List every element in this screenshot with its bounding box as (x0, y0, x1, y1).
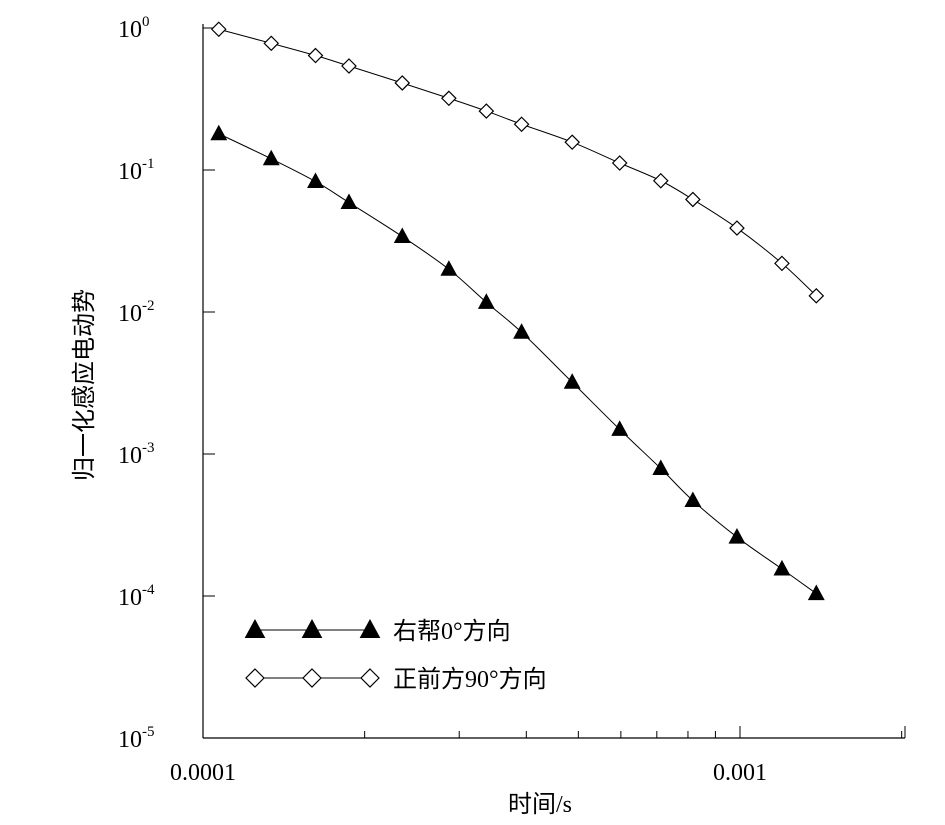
y-tick-label-exp: -4 (142, 582, 155, 598)
y-tick-label-exp: -1 (142, 156, 155, 172)
diamond-marker (341, 58, 357, 74)
diamond-marker (729, 220, 745, 236)
y-tick-label: 10-1 (118, 156, 155, 185)
y-tick-label-exp: -5 (142, 724, 155, 740)
series-2 (210, 21, 825, 304)
y-tick-label-base: 10 (118, 443, 142, 469)
diamond-marker (513, 116, 530, 133)
triangle-marker (393, 227, 411, 244)
diamond-marker (685, 191, 701, 208)
triangle-marker (652, 459, 670, 476)
x-tick-label: 0.001 (713, 760, 767, 786)
y-tick-label-base: 10 (118, 301, 142, 327)
y-tick-label: 10-5 (118, 724, 155, 753)
triangle-marker (340, 193, 358, 210)
legend-diamond-icon (302, 668, 322, 688)
y-tick-label: 100 (118, 14, 150, 43)
triangle-marker (440, 260, 458, 276)
y-tick-label: 10-3 (118, 440, 155, 469)
triangle-marker (210, 124, 228, 141)
diamond-marker (263, 35, 280, 52)
diamond-marker (210, 21, 227, 38)
diamond-marker (652, 172, 669, 189)
triangle-marker (807, 584, 825, 601)
y-tick-label-base: 10 (118, 17, 142, 43)
triangle-marker (477, 293, 495, 309)
triangle-marker (684, 491, 702, 508)
y-tick-label-exp: -2 (142, 298, 155, 314)
legend-triangle-icon (301, 618, 323, 638)
y-tick-label: 10-2 (118, 298, 155, 327)
diamond-marker (478, 103, 495, 119)
x-tick-label: 0.0001 (170, 760, 236, 786)
legend-entry-1: 右帮0°方向 (244, 618, 511, 645)
y-tick-label-base: 10 (118, 727, 142, 753)
series-line (218, 133, 817, 594)
axes (202, 24, 905, 739)
y-axis-title: 归一化感应电动势 (71, 289, 98, 481)
legend-triangle-icon (244, 618, 266, 638)
triangle-marker (513, 323, 531, 339)
diamond-marker (441, 90, 457, 107)
series-1 (210, 124, 825, 601)
triangle-marker (611, 420, 629, 436)
diamond-marker (611, 155, 628, 171)
triangle-marker (262, 149, 280, 166)
y-tick-label-exp: 0 (142, 14, 150, 30)
legend-label: 右帮0°方向 (393, 618, 511, 645)
x-axis-title: 时间/s (508, 791, 572, 818)
legend-triangle-icon (359, 618, 381, 638)
triangle-marker (307, 172, 324, 188)
legend-entry-2: 正前方90°方向 (245, 666, 547, 693)
diamond-marker (307, 47, 324, 64)
triangle-marker (773, 559, 791, 576)
series-layer (210, 21, 825, 601)
legend-label: 正前方90°方向 (393, 666, 547, 693)
y-tick-label-base: 10 (118, 585, 142, 611)
y-tick-label-exp: -3 (142, 440, 155, 456)
legend-diamond-icon (245, 668, 265, 688)
triangle-marker (563, 373, 581, 389)
diamond-marker (774, 255, 790, 272)
legend-diamond-icon (360, 668, 380, 688)
y-tick-label-base: 10 (118, 159, 142, 185)
diamond-marker (808, 287, 825, 304)
diamond-marker (564, 134, 581, 151)
series-line (218, 28, 817, 297)
y-tick-label: 10-4 (118, 582, 155, 611)
triangle-marker (728, 528, 746, 544)
diamond-marker (394, 75, 411, 91)
